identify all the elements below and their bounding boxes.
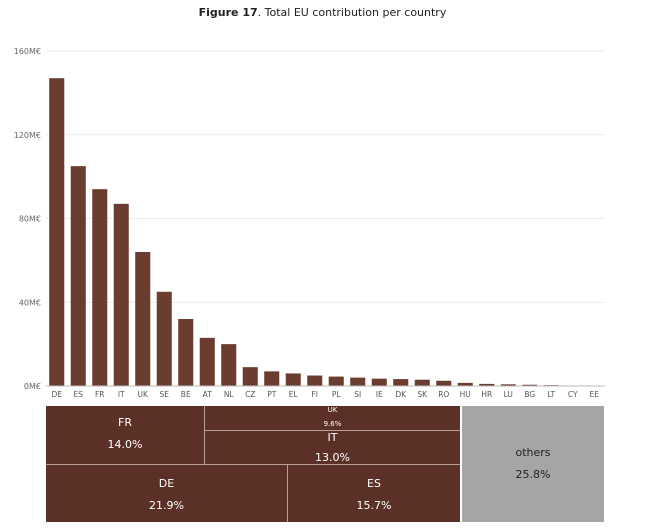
treemap-label-fr: FR: [118, 416, 132, 429]
x-tick-label: SI: [354, 390, 361, 399]
bar-nl: [221, 344, 237, 386]
x-tick-label: IE: [376, 390, 383, 399]
x-tick-label: SE: [160, 390, 170, 399]
bar-ro: [436, 380, 452, 386]
x-tick-label: EL: [289, 390, 299, 399]
bar-cz: [242, 367, 258, 386]
bar-se: [156, 291, 172, 386]
treemap-value-it: 13.0%: [315, 451, 350, 464]
treemap-label-uk: UK: [327, 406, 338, 414]
x-tick-label: DK: [395, 390, 407, 399]
x-tick-label: LT: [547, 390, 555, 399]
x-tick-label: AT: [203, 390, 213, 399]
grid-lines: [46, 50, 605, 303]
y-axis-ticks: 0M€ 40M€ 80M€ 120M€ 160M€: [14, 47, 41, 391]
treemap-value-es: 15.7%: [356, 499, 392, 512]
bar-dk: [393, 379, 409, 386]
bar-chart: 0M€ 40M€ 80M€ 120M€ 160M€ DE ES FR IT UK SE BE AT NL…: [14, 47, 605, 399]
x-tick-label: FR: [95, 390, 105, 399]
bar-pt: [264, 371, 280, 386]
bar-at: [199, 337, 215, 386]
y-tick-label: 160M€: [14, 47, 41, 56]
x-tick-label: UK: [138, 390, 149, 399]
bar-sk: [414, 379, 430, 386]
bar-fr: [92, 189, 108, 386]
x-tick-label: HR: [481, 390, 492, 399]
treemap-label-it: IT: [327, 431, 338, 444]
bar-hr: [479, 383, 495, 386]
bars: [49, 78, 602, 387]
y-tick-label: 0M€: [24, 382, 41, 391]
x-tick-label: BE: [181, 390, 191, 399]
treemap-value-fr: 14.0%: [107, 438, 143, 451]
x-tick-label: PL: [332, 390, 342, 399]
bar-uk: [135, 252, 151, 386]
bar-bg: [522, 384, 538, 386]
bar-be: [178, 319, 194, 386]
treemap-value-de: 21.9%: [149, 499, 184, 512]
bar-hu: [457, 382, 473, 386]
x-tick-label: PT: [267, 390, 277, 399]
x-tick-label: ES: [74, 390, 84, 399]
bar-it: [113, 203, 129, 386]
treemap-label-de: DE: [158, 477, 175, 490]
x-tick-label: SK: [417, 390, 428, 399]
bar-de: [49, 78, 65, 386]
treemap-cell-de: DE 21.9%: [46, 464, 287, 522]
treemap-value-others: 25.8%: [515, 468, 551, 481]
treemap-cell-es: ES 15.7%: [287, 464, 460, 522]
treemap-cell-fr: FR 14.0%: [46, 406, 204, 464]
y-tick-label: 80M€: [19, 215, 41, 224]
treemap-cell-it: IT 13.0%: [204, 431, 460, 464]
bar-es: [70, 166, 86, 386]
treemap-label-es: ES: [367, 477, 381, 490]
bar-si: [350, 377, 366, 386]
x-tick-label: FI: [311, 390, 318, 399]
x-tick-label: LU: [504, 390, 513, 399]
treemap-value-uk: 9.6%: [323, 420, 342, 428]
treemap-label-others: others: [515, 446, 551, 459]
x-tick-label: HU: [460, 390, 471, 399]
x-tick-label: BG: [524, 390, 535, 399]
bar-el: [285, 373, 301, 386]
treemap-cell-uk: UK 9.6%: [204, 406, 460, 431]
bar-lu: [500, 384, 516, 386]
x-axis-labels: DE ES FR IT UK SE BE AT NL CZ PT EL FI PL SI IE DK SK RO HU…: [51, 390, 599, 399]
chart-title: Figure 17. Total EU contribution per cou…: [198, 6, 447, 19]
x-tick-label: CY: [568, 390, 578, 399]
y-tick-label: 40M€: [19, 298, 41, 307]
y-tick-label: 120M€: [14, 131, 41, 140]
x-tick-label: EE: [590, 390, 600, 399]
bar-ie: [371, 378, 387, 386]
bar-pl: [328, 376, 344, 386]
bar-fi: [307, 375, 323, 386]
x-tick-label: DE: [51, 390, 62, 399]
treemap-cell-others: others 25.8%: [460, 406, 604, 522]
x-tick-label: NL: [224, 390, 235, 399]
x-tick-label: CZ: [245, 390, 255, 399]
x-tick-label: IT: [118, 390, 125, 399]
x-tick-label: RO: [438, 390, 449, 399]
